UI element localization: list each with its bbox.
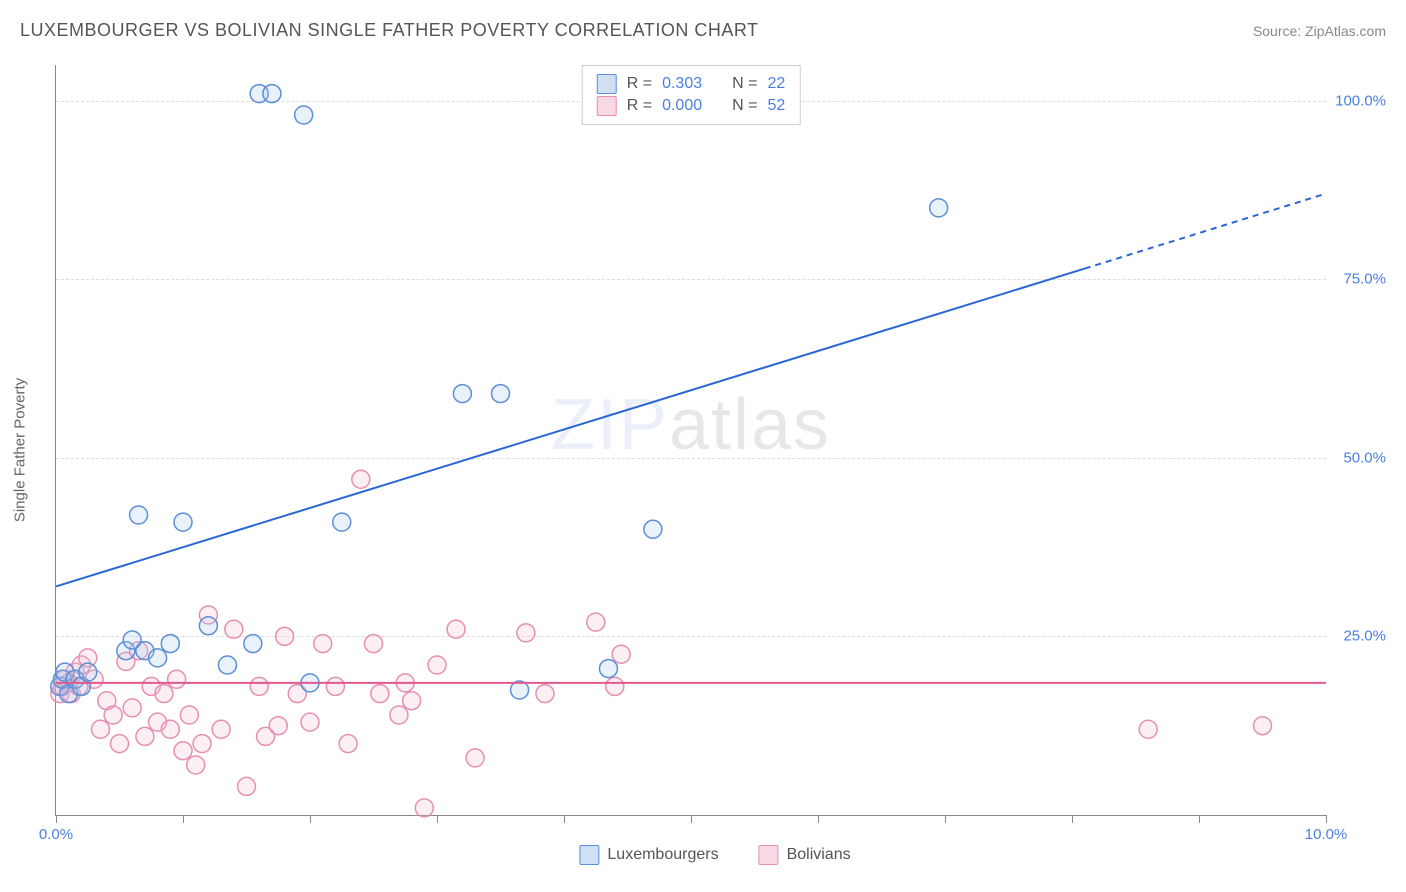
- legend-item-lux: Luxembourgers: [579, 845, 718, 865]
- scatter-layer: [56, 65, 1326, 815]
- scatter-point: [193, 735, 211, 753]
- plot-area: 25.0%50.0%75.0%100.0% ZIPatlas R = 0.303…: [55, 65, 1326, 816]
- swatch-bol2-icon: [759, 845, 779, 865]
- scatter-point: [587, 613, 605, 631]
- scatter-point: [301, 713, 319, 731]
- r-label2: R =: [627, 97, 652, 115]
- scatter-point: [326, 677, 344, 695]
- scatter-point: [606, 677, 624, 695]
- scatter-point: [339, 735, 357, 753]
- r-label: R =: [627, 75, 652, 93]
- scatter-point: [1254, 717, 1272, 735]
- scatter-point: [390, 706, 408, 724]
- y-tick-label: 75.0%: [1331, 271, 1386, 288]
- y-tick-label: 25.0%: [1331, 628, 1386, 645]
- legend-top: R = 0.303 N = 22 R = 0.000 N = 52: [582, 65, 801, 125]
- scatter-point: [352, 470, 370, 488]
- source: Source: ZipAtlas.com: [1253, 23, 1386, 39]
- scatter-point: [295, 106, 313, 124]
- title-bar: LUXEMBOURGER VS BOLIVIAN SINGLE FATHER P…: [20, 20, 1386, 41]
- legend-item-bol: Bolivians: [759, 845, 851, 865]
- y-tick-label: 50.0%: [1331, 449, 1386, 466]
- scatter-point: [123, 699, 141, 717]
- scatter-point: [130, 506, 148, 524]
- lux-r: 0.303: [662, 75, 702, 93]
- bol-n: 52: [767, 97, 785, 115]
- legend-bottom: Luxembourgers Bolivians: [579, 845, 850, 865]
- scatter-point: [371, 685, 389, 703]
- n-label2: N =: [732, 97, 757, 115]
- scatter-point: [466, 749, 484, 767]
- scatter-point: [365, 635, 383, 653]
- scatter-point: [225, 620, 243, 638]
- scatter-point: [250, 677, 268, 695]
- scatter-point: [1139, 720, 1157, 738]
- scatter-point: [276, 627, 294, 645]
- scatter-point: [149, 649, 167, 667]
- legend-lux-label: Luxembourgers: [607, 846, 718, 864]
- scatter-point: [136, 727, 154, 745]
- y-tick-label: 100.0%: [1331, 92, 1386, 109]
- scatter-point: [492, 385, 510, 403]
- plot: 25.0%50.0%75.0%100.0% ZIPatlas R = 0.303…: [55, 65, 1375, 835]
- scatter-point: [244, 635, 262, 653]
- scatter-point: [238, 777, 256, 795]
- scatter-point: [314, 635, 332, 653]
- legend-top-row-lux: R = 0.303 N = 22: [597, 74, 786, 94]
- scatter-point: [187, 756, 205, 774]
- swatch-lux-icon: [597, 74, 617, 94]
- scatter-point: [79, 663, 97, 681]
- scatter-point: [174, 513, 192, 531]
- source-label: Source:: [1253, 23, 1301, 39]
- scatter-point: [930, 199, 948, 217]
- scatter-point: [333, 513, 351, 531]
- scatter-point: [599, 660, 617, 678]
- trend-line-extrapolated: [1085, 194, 1326, 269]
- x-tick-label: 0.0%: [39, 826, 73, 843]
- scatter-point: [218, 656, 236, 674]
- scatter-point: [168, 670, 186, 688]
- scatter-point: [104, 706, 122, 724]
- scatter-point: [199, 617, 217, 635]
- scatter-point: [263, 85, 281, 103]
- scatter-point: [269, 717, 287, 735]
- scatter-point: [644, 520, 662, 538]
- scatter-point: [161, 720, 179, 738]
- scatter-point: [447, 620, 465, 638]
- y-axis-title: Single Father Poverty: [12, 378, 29, 522]
- legend-bol-label: Bolivians: [787, 846, 851, 864]
- scatter-point: [161, 635, 179, 653]
- scatter-point: [111, 735, 129, 753]
- scatter-point: [403, 692, 421, 710]
- swatch-bol-icon: [597, 96, 617, 116]
- chart-title: LUXEMBOURGER VS BOLIVIAN SINGLE FATHER P…: [20, 20, 759, 41]
- scatter-point: [174, 742, 192, 760]
- scatter-point: [415, 799, 433, 817]
- scatter-point: [536, 685, 554, 703]
- trend-line: [56, 269, 1085, 587]
- scatter-point: [453, 385, 471, 403]
- n-label: N =: [732, 75, 757, 93]
- scatter-point: [428, 656, 446, 674]
- x-tick-label: 10.0%: [1305, 826, 1348, 843]
- scatter-point: [155, 685, 173, 703]
- swatch-lux2-icon: [579, 845, 599, 865]
- bol-r: 0.000: [662, 97, 702, 115]
- scatter-point: [212, 720, 230, 738]
- scatter-point: [180, 706, 198, 724]
- legend-top-row-bol: R = 0.000 N = 52: [597, 96, 786, 116]
- source-name: ZipAtlas.com: [1305, 23, 1386, 39]
- scatter-point: [91, 720, 109, 738]
- scatter-point: [517, 624, 535, 642]
- scatter-point: [612, 645, 630, 663]
- lux-n: 22: [767, 75, 785, 93]
